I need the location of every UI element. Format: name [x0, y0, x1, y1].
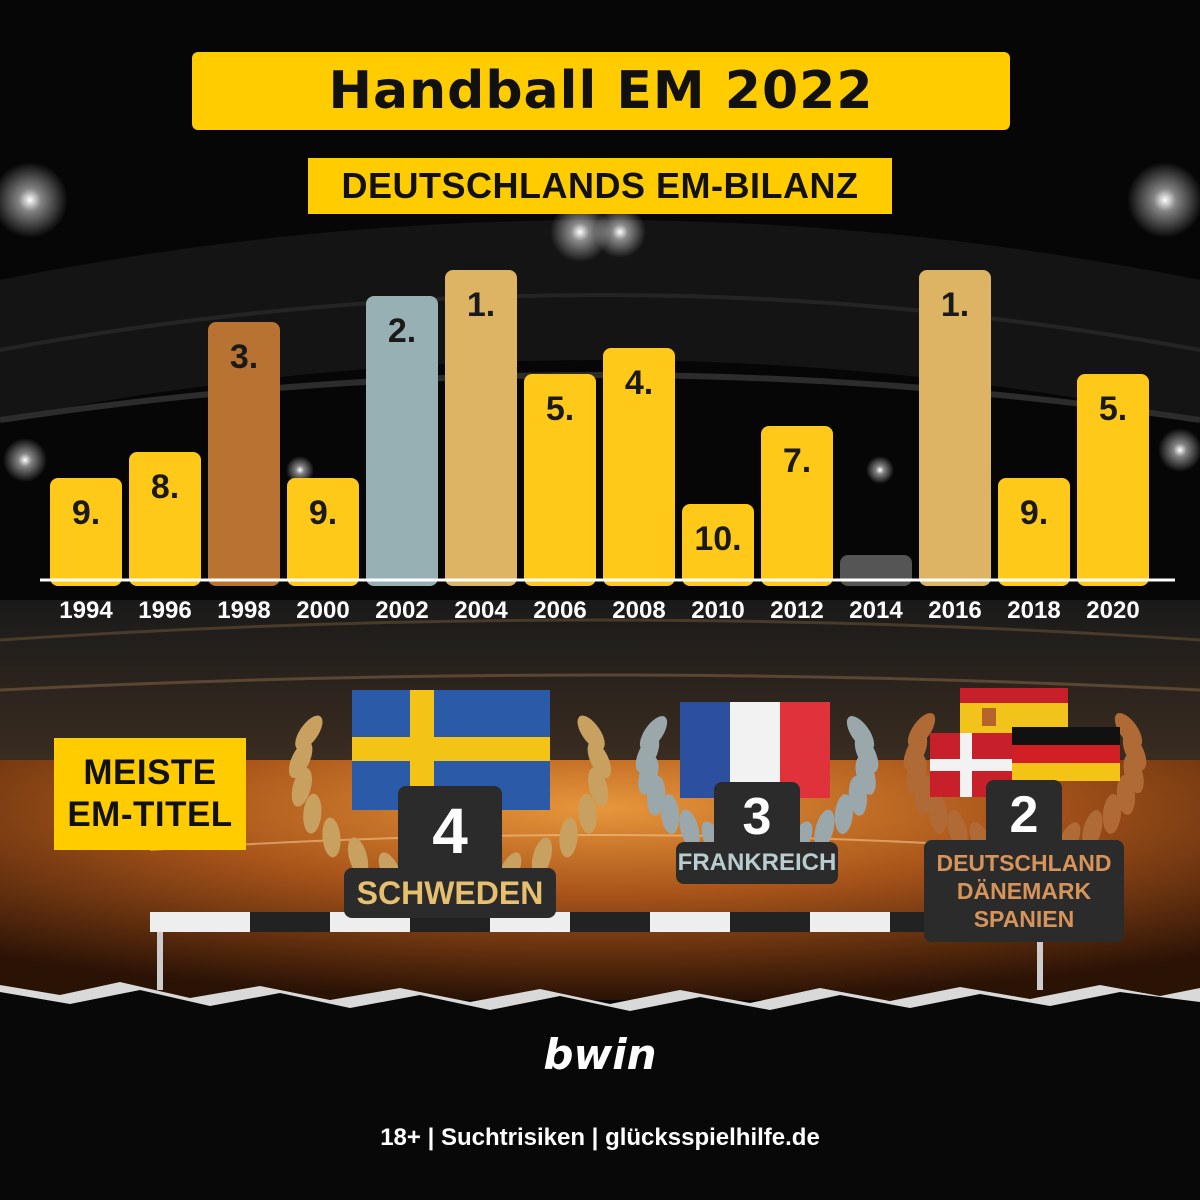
chart-subtitle: DEUTSCHLANDS EM-BILANZ: [341, 165, 859, 206]
sweden-name-badge: SCHWEDEN: [344, 868, 556, 918]
bwin-logo: bwin: [543, 1030, 657, 1079]
bar-2006: [524, 374, 596, 586]
year-label-2010: 2010: [691, 597, 744, 624]
value-label-2012: 7.: [783, 442, 811, 480]
sweden-title-count: 4: [398, 786, 502, 876]
germany-name: DEUTSCHLAND: [936, 850, 1112, 876]
france-title-count: 3: [714, 782, 800, 852]
value-label-2006: 5.: [546, 390, 574, 428]
year-label-2016: 2016: [928, 597, 981, 624]
year-label-2000: 2000: [296, 597, 349, 624]
sweden-name: SCHWEDEN: [356, 874, 544, 911]
value-label-2008: 4.: [625, 364, 653, 402]
year-label-2002: 2002: [375, 597, 428, 624]
most-titles-heading: MEISTE EM-TITEL: [54, 738, 246, 850]
stadium-lights: [0, 162, 1200, 484]
value-label-2018: 9.: [1020, 494, 1048, 532]
bar-1996: [129, 452, 201, 586]
bar-2004: [445, 270, 517, 586]
bar-2000: [287, 478, 359, 586]
value-label-1994: 9.: [72, 494, 100, 532]
most-titles-heading-line1: MEISTE: [83, 753, 217, 792]
bar-2012: [761, 426, 833, 586]
bar-2016: [919, 270, 991, 586]
bar-1994: [50, 478, 122, 586]
year-label-1996: 1996: [138, 597, 191, 624]
bar-2008: [603, 348, 675, 586]
bar-2010: [682, 504, 754, 586]
year-label-2006: 2006: [533, 597, 586, 624]
germany-flag: [1012, 727, 1120, 781]
france-name: FRANKREICH: [677, 849, 837, 876]
value-label-2020: 5.: [1099, 390, 1127, 428]
value-label-2004: 1.: [467, 286, 495, 324]
subtitle-banner: DEUTSCHLANDS EM-BILANZ: [308, 158, 892, 214]
year-label-2012: 2012: [770, 597, 823, 624]
value-label-2000: 9.: [309, 494, 337, 532]
value-label-2016: 1.: [941, 286, 969, 324]
bar-1998: [208, 322, 280, 586]
value-label-2010: 10.: [694, 520, 741, 558]
value-label-1996: 8.: [151, 468, 179, 506]
spain-name: SPANIEN: [973, 906, 1075, 932]
year-label-2018: 2018: [1007, 597, 1060, 624]
year-label-2014: 2014: [849, 597, 903, 624]
bar-2002: [366, 296, 438, 586]
shared-names-badge: DEUTSCHLAND DÄNEMARK SPANIEN: [924, 840, 1124, 942]
year-label-1998: 1998: [217, 597, 270, 624]
year-label-2004: 2004: [454, 597, 508, 624]
year-label-1994: 1994: [59, 597, 113, 624]
page-title: Handball EM 2022: [328, 61, 874, 121]
year-label-2008: 2008: [612, 597, 665, 624]
shared-title-count: 2: [986, 780, 1062, 850]
footer-disclaimer: 18+ | Suchtrisiken | glücksspielhilfe.de: [380, 1124, 820, 1151]
year-label-2020: 2020: [1086, 597, 1139, 624]
most-titles-heading-line2: EM-TITEL: [67, 795, 233, 834]
title-banner: Handball EM 2022: [192, 52, 1010, 130]
denmark-name: DÄNEMARK: [956, 878, 1092, 904]
em-results-chart: 9. 1994 8. 1996 3. 1998 9. 2000 2. 2002 1. 2004 5. 20…: [50, 270, 1149, 624]
value-label-1998: 3.: [230, 338, 258, 376]
bar-2018: [998, 478, 1070, 586]
france-name-badge: FRANKREICH: [676, 842, 838, 884]
bar-2020: [1077, 374, 1149, 586]
bar-2014: [840, 555, 912, 586]
value-label-2002: 2.: [388, 312, 416, 350]
